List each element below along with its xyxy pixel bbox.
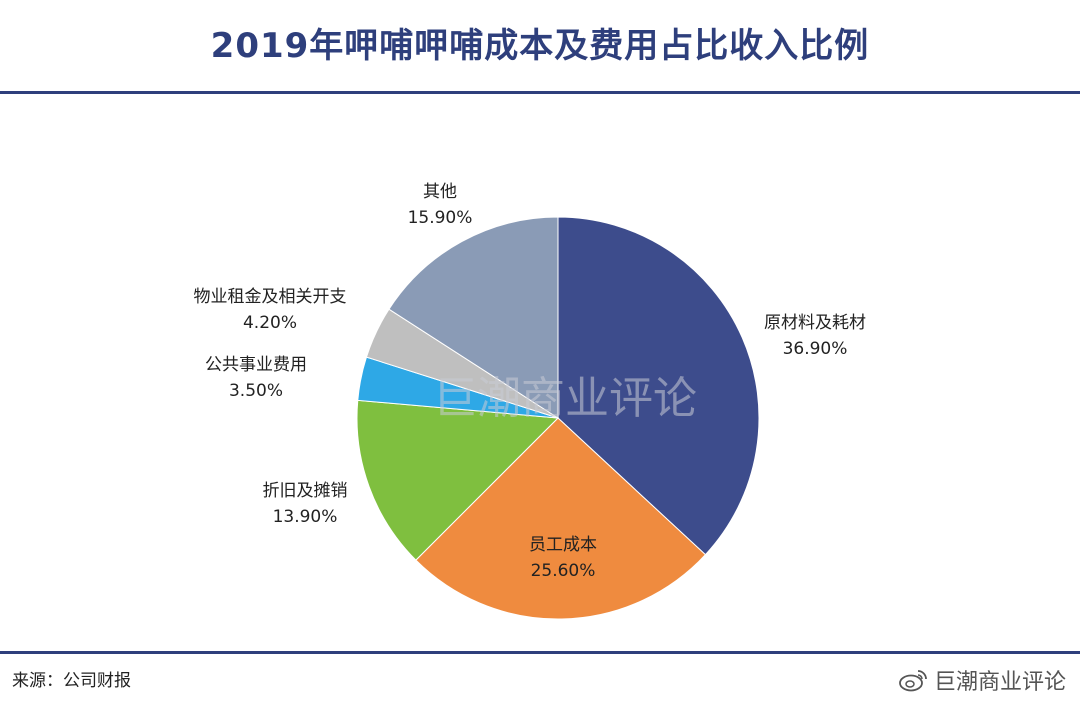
- pie-slice: [388, 216, 559, 419]
- slice-value-label: 36.90%: [783, 339, 848, 359]
- slice-value-label: 4.20%: [243, 313, 297, 333]
- center-watermark: 巨潮商业评论: [433, 373, 697, 424]
- slice-value-label: 3.50%: [229, 381, 283, 401]
- slice-label: 其他: [423, 182, 457, 202]
- weibo-icon: [899, 670, 927, 692]
- slice-value-label: 15.90%: [408, 208, 473, 228]
- corner-watermark-text: 巨潮商业评论: [933, 670, 1066, 695]
- slice-label: 公共事业费用: [205, 355, 307, 375]
- slice-label: 折旧及摊销: [263, 481, 348, 501]
- slice-label: 原材料及耗材: [764, 313, 866, 333]
- slice-value-label: 13.90%: [273, 507, 338, 527]
- pie-slice: [415, 417, 707, 620]
- pie-slice: [557, 216, 760, 556]
- top-divider: [0, 91, 1080, 94]
- chart-title: 2019年呷哺呷哺成本及费用占比收入比例: [210, 26, 870, 66]
- source-note: 来源：公司财报: [12, 671, 131, 691]
- bottom-divider: [0, 651, 1080, 654]
- slice-value-label: 25.60%: [531, 561, 596, 581]
- slice-label: 物业租金及相关开支: [194, 287, 347, 307]
- pie-slice: [356, 399, 560, 561]
- slice-label: 员工成本: [529, 535, 597, 555]
- corner-watermark: 巨潮商业评论: [898, 664, 1066, 696]
